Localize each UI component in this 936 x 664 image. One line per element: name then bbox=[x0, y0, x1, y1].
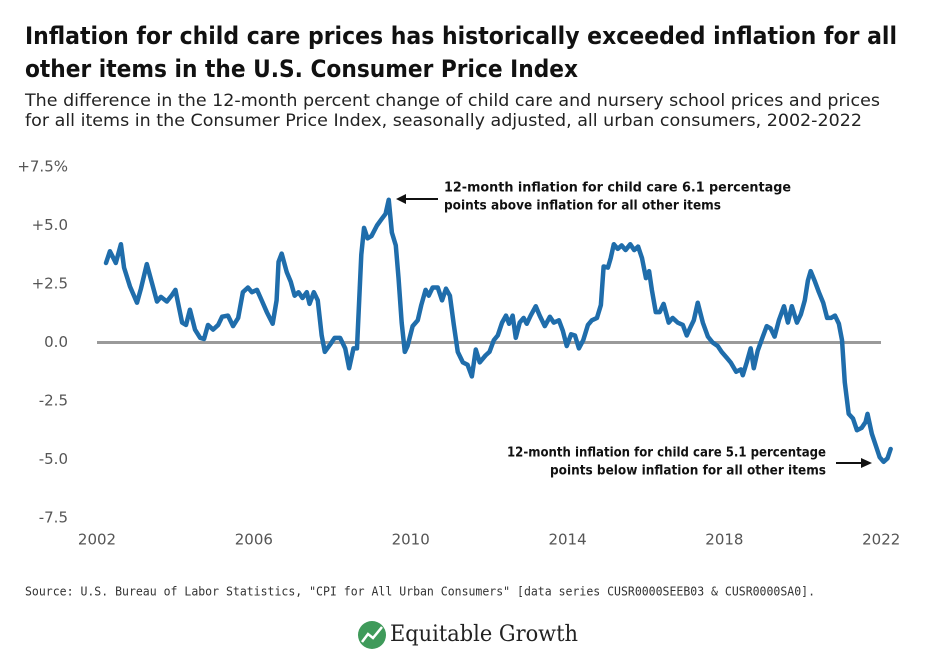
chart-subtitle: The difference in the 12-month percent c… bbox=[24, 91, 880, 111]
data-line bbox=[103, 197, 893, 465]
logo-text: Equitable Growth bbox=[390, 622, 578, 647]
x-tick-label: 2002 bbox=[78, 531, 116, 549]
annotation-arrowhead bbox=[396, 194, 406, 204]
y-tick-label: -5.0 bbox=[39, 450, 68, 468]
y-tick-label: 0.0 bbox=[44, 333, 68, 351]
chart-title: other items in the U.S. Consumer Price I… bbox=[25, 55, 578, 83]
source-note: Source: U.S. Bureau of Labor Statistics,… bbox=[25, 585, 815, 599]
annotation-arrowhead bbox=[861, 458, 872, 468]
x-tick-label: 2010 bbox=[392, 531, 430, 549]
y-tick-label: +5.0 bbox=[32, 216, 68, 234]
y-tick-label: -2.5 bbox=[39, 392, 68, 410]
x-tick-label: 2014 bbox=[548, 531, 586, 549]
annotation: points below inflation for all other ite… bbox=[550, 464, 826, 479]
y-tick-label: -7.5 bbox=[39, 509, 68, 527]
chart-subtitle: for all items in the Consumer Price Inde… bbox=[25, 111, 862, 131]
annotation: 12-month inflation for child care 5.1 pe… bbox=[507, 446, 826, 461]
logo-icon bbox=[358, 621, 386, 649]
annotation: points above inflation for all other ite… bbox=[444, 199, 721, 214]
x-tick-label: 2018 bbox=[705, 531, 743, 549]
y-tick-label: +7.5% bbox=[17, 158, 68, 176]
plot-area: +7.5% +5.0 +2.5 0.0 -2.5 -5.0 -7.5 2002 2006 2010… bbox=[17, 158, 900, 549]
annotation: 12-month inflation for child care 6.1 pe… bbox=[444, 181, 791, 196]
x-tick-label: 2022 bbox=[862, 531, 900, 549]
y-tick-label: +2.5 bbox=[32, 275, 68, 293]
x-tick-label: 2006 bbox=[235, 531, 273, 549]
chart-title: Inflation for child care prices has hist… bbox=[25, 22, 897, 50]
